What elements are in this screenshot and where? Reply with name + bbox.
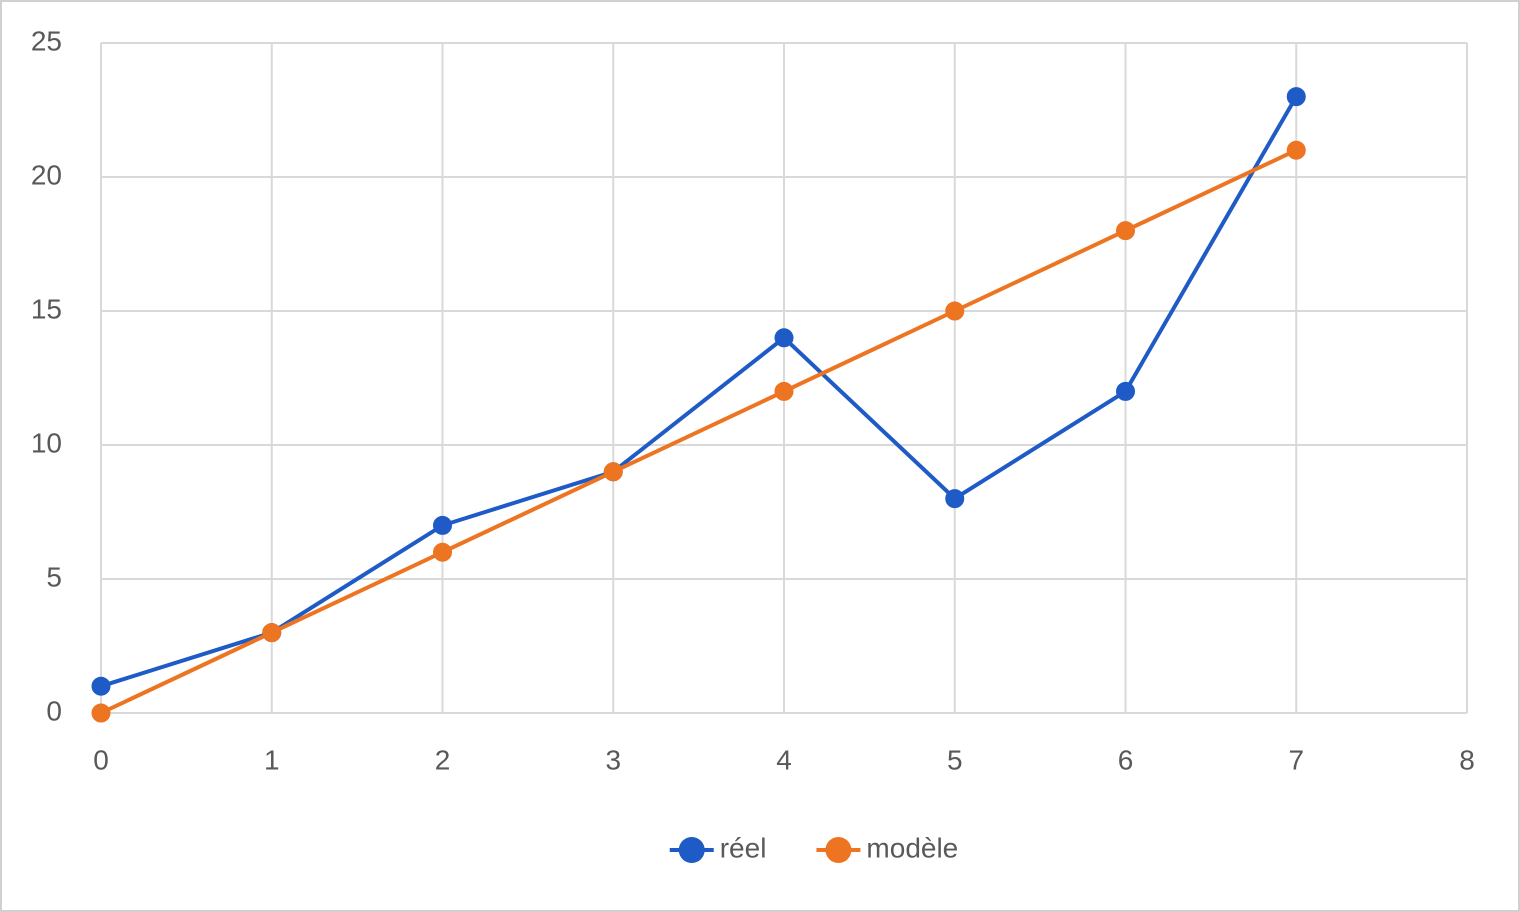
data-point bbox=[945, 489, 965, 509]
data-point bbox=[1286, 87, 1306, 107]
data-point bbox=[91, 703, 111, 723]
x-tick-label: 6 bbox=[1118, 744, 1134, 775]
x-tick-label: 7 bbox=[1288, 744, 1304, 775]
data-point bbox=[1116, 381, 1135, 401]
y-tick-label: 0 bbox=[46, 695, 62, 726]
legend-marker bbox=[678, 837, 705, 863]
x-tick-label: 0 bbox=[93, 744, 109, 775]
legend-label: réel bbox=[720, 832, 767, 863]
y-tick-label: 15 bbox=[31, 293, 62, 324]
data-point bbox=[1286, 140, 1306, 160]
y-tick-label: 10 bbox=[31, 427, 62, 458]
data-point bbox=[433, 515, 452, 535]
x-tick-label: 8 bbox=[1459, 744, 1475, 775]
x-tick-label: 1 bbox=[264, 744, 280, 775]
data-point bbox=[91, 676, 111, 696]
x-tick-label: 5 bbox=[947, 744, 963, 775]
series-line bbox=[100, 148, 1298, 715]
data-point bbox=[945, 301, 965, 321]
x-tick-label: 3 bbox=[605, 744, 621, 775]
legend-label: modèle bbox=[866, 832, 958, 863]
legend-marker bbox=[825, 837, 852, 863]
data-point bbox=[433, 542, 452, 562]
series-line bbox=[100, 95, 1298, 689]
data-point bbox=[1116, 221, 1135, 241]
y-tick-label: 25 bbox=[31, 25, 62, 56]
data-point bbox=[603, 462, 623, 482]
data-point bbox=[774, 328, 794, 348]
data-point bbox=[262, 623, 282, 643]
y-tick-label: 5 bbox=[46, 561, 62, 592]
y-tick-label: 20 bbox=[31, 159, 62, 190]
x-tick-label: 4 bbox=[776, 744, 792, 775]
data-point bbox=[774, 381, 794, 401]
x-tick-label: 2 bbox=[435, 744, 451, 775]
